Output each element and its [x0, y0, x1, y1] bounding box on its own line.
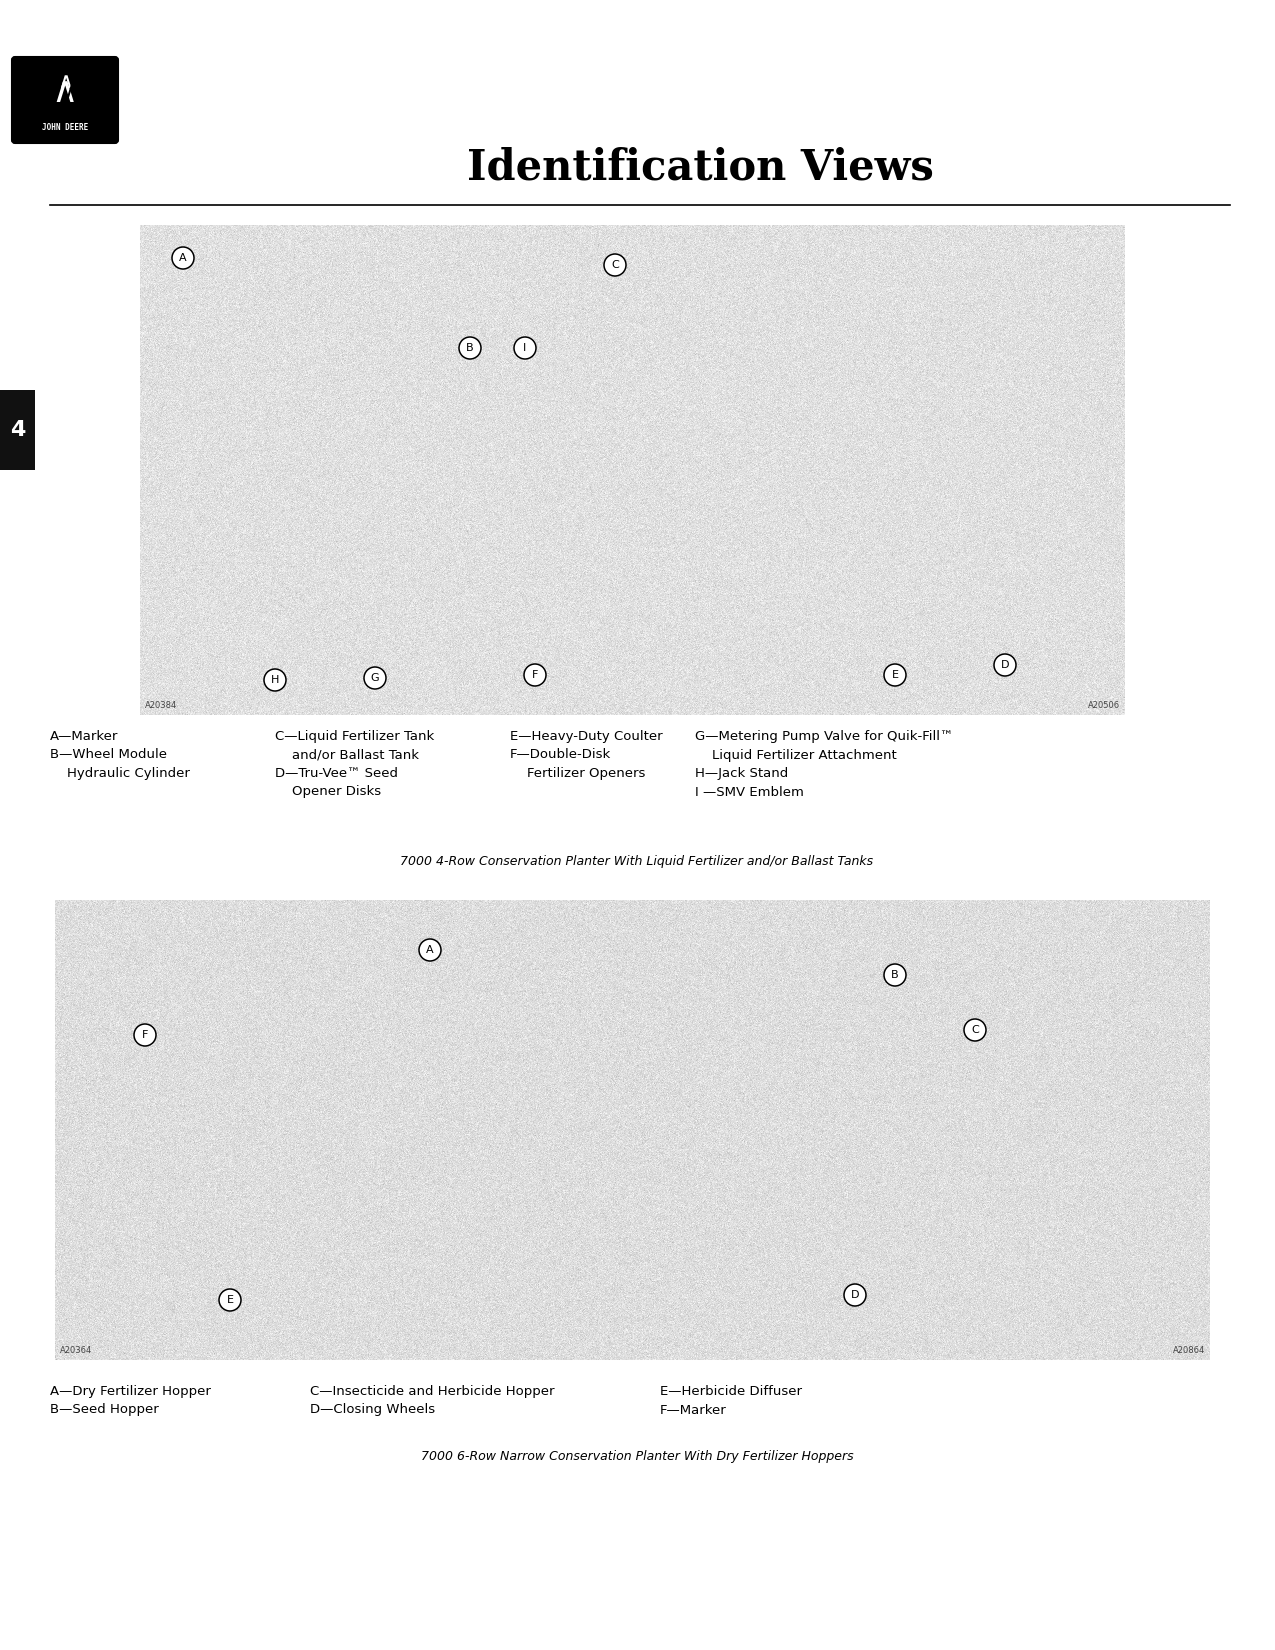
Circle shape — [459, 337, 481, 360]
Text: A20364: A20364 — [60, 1346, 92, 1355]
Text: /: / — [66, 78, 74, 102]
Text: D: D — [1001, 660, 1010, 670]
Text: 7000 4-Row Conservation Planter With Liquid Fertilizer and/or Ballast Tanks: 7000 4-Row Conservation Planter With Liq… — [400, 855, 873, 868]
Circle shape — [524, 663, 546, 686]
Text: A20506: A20506 — [1088, 701, 1119, 710]
Circle shape — [219, 1289, 241, 1312]
Circle shape — [884, 964, 907, 987]
Circle shape — [264, 668, 286, 691]
Text: A: A — [426, 945, 434, 955]
Text: B: B — [891, 970, 899, 980]
Text: E: E — [227, 1295, 233, 1305]
Text: G—Metering Pump Valve for Quik-Fill™
    Liquid Fertilizer Attachment
H—Jack Sta: G—Metering Pump Valve for Quik-Fill™ Liq… — [695, 729, 954, 799]
Circle shape — [134, 1025, 156, 1046]
Text: F: F — [532, 670, 538, 680]
Text: C: C — [611, 261, 618, 271]
Text: C—Liquid Fertilizer Tank
    and/or Ballast Tank
D—Tru-Vee™ Seed
    Opener Disk: C—Liquid Fertilizer Tank and/or Ballast … — [275, 729, 435, 799]
Text: 7000 6-Row Narrow Conservation Planter With Dry Fertilizer Hoppers: 7000 6-Row Narrow Conservation Planter W… — [421, 1450, 853, 1464]
Bar — [0, 389, 34, 470]
Circle shape — [363, 667, 386, 690]
Text: A: A — [180, 252, 187, 262]
Circle shape — [884, 663, 907, 686]
FancyBboxPatch shape — [11, 58, 119, 144]
Text: ∧: ∧ — [57, 73, 73, 92]
Circle shape — [419, 939, 441, 960]
Text: E—Heavy-Duty Coulter
F—Double-Disk
    Fertilizer Openers: E—Heavy-Duty Coulter F—Double-Disk Ferti… — [510, 729, 663, 780]
Text: JOHN DEERE: JOHN DEERE — [42, 124, 88, 132]
Text: Identification Views: Identification Views — [467, 147, 933, 190]
Text: A20384: A20384 — [145, 701, 177, 710]
Text: F: F — [142, 1030, 148, 1040]
Text: H: H — [270, 675, 279, 685]
Circle shape — [844, 1284, 866, 1307]
Text: A—Marker
B—Wheel Module
    Hydraulic Cylinder: A—Marker B—Wheel Module Hydraulic Cylind… — [50, 729, 190, 780]
Text: D: D — [850, 1290, 859, 1300]
Circle shape — [172, 248, 194, 269]
Text: E—Herbicide Diffuser
F—Marker: E—Herbicide Diffuser F—Marker — [660, 1384, 802, 1416]
Circle shape — [994, 653, 1016, 676]
Text: A20864: A20864 — [1173, 1346, 1205, 1355]
Text: E: E — [891, 670, 899, 680]
Text: I: I — [523, 343, 527, 353]
Text: C: C — [972, 1025, 979, 1035]
Text: 4: 4 — [10, 421, 26, 441]
Circle shape — [514, 337, 536, 360]
Text: C—Insecticide and Herbicide Hopper
D—Closing Wheels: C—Insecticide and Herbicide Hopper D—Clo… — [310, 1384, 555, 1416]
Circle shape — [964, 1020, 986, 1041]
Text: G: G — [371, 673, 380, 683]
Text: B: B — [467, 343, 474, 353]
Circle shape — [604, 254, 626, 276]
Text: ∧: ∧ — [52, 74, 78, 109]
Text: A—Dry Fertilizer Hopper
B—Seed Hopper: A—Dry Fertilizer Hopper B—Seed Hopper — [50, 1384, 210, 1416]
